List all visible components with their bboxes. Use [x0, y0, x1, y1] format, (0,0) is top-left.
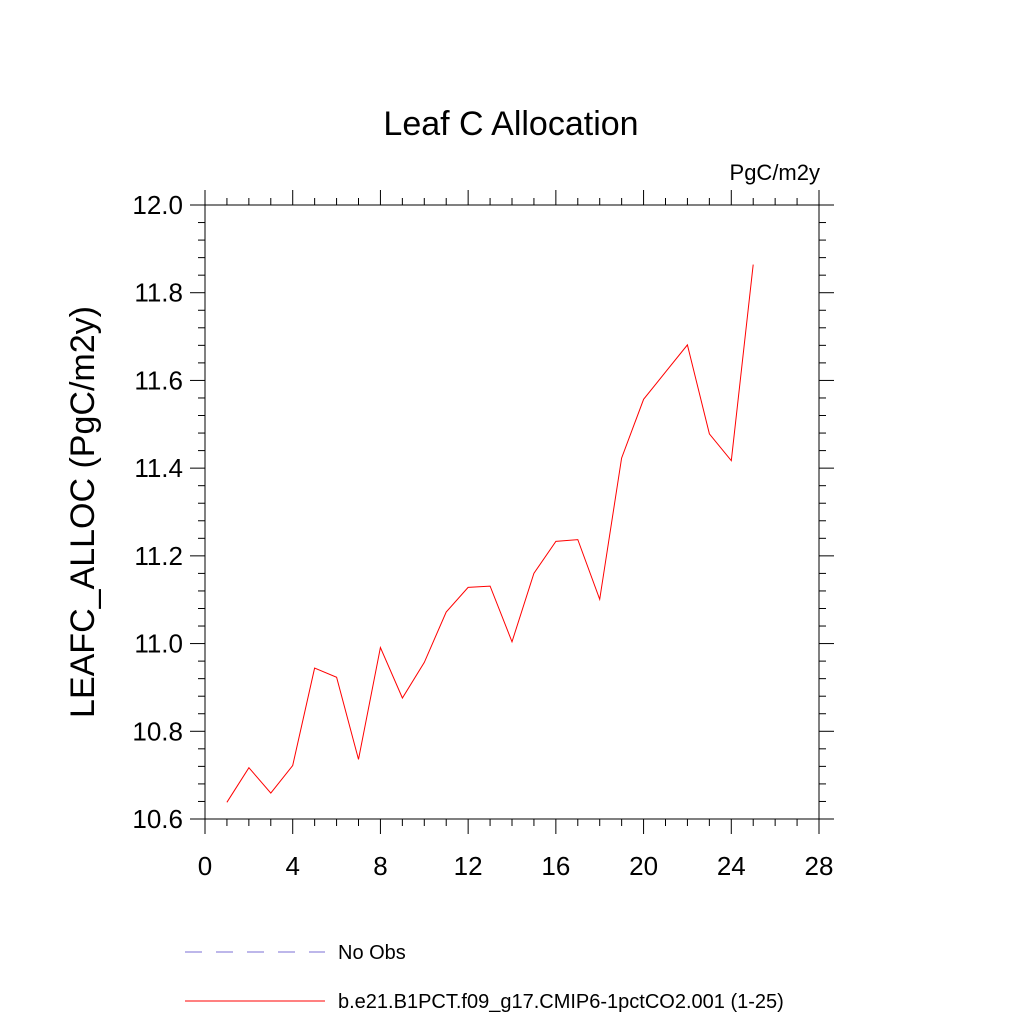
- x-tick-labels: 0 4 8 12 16 20 24 28: [198, 851, 834, 881]
- chart-title: Leaf C Allocation: [383, 105, 638, 143]
- legend: No Obs b.e21.B1PCT.f09_g17.CMIP6-1pctCO2…: [185, 942, 784, 1013]
- y-tick-label: 11.2: [134, 541, 183, 571]
- plot-area: 0 4 8 12 16 20 24 28 10.6 10.8 11.0 11.2 11.4 11.6 11…: [132, 190, 834, 881]
- x-tick-label: 24: [717, 851, 746, 881]
- y-axis-label: LEAFC_ALLOC (PgC/m2y): [64, 306, 102, 718]
- y-tick-label: 10.6: [132, 804, 183, 834]
- x-tick-label: 0: [198, 851, 212, 881]
- legend-label-no-obs: No Obs: [338, 942, 406, 964]
- x-tick-label: 20: [629, 851, 658, 881]
- y-tick-label: 11.0: [134, 629, 183, 659]
- plot-frame: [204, 204, 820, 820]
- x-tick-label: 4: [285, 851, 299, 881]
- x-tick-label: 12: [454, 851, 483, 881]
- y-tick-label: 11.6: [134, 365, 183, 395]
- units-label: PgC/m2y: [730, 160, 820, 185]
- x-tick-label: 8: [373, 851, 387, 881]
- y-tick-label: 11.4: [134, 453, 183, 483]
- y-tick-labels: 10.6 10.8 11.0 11.2 11.4 11.6 11.8 12.0: [132, 190, 183, 834]
- series-group: [226, 264, 754, 803]
- series-line: [226, 264, 754, 803]
- y-tick-label: 10.8: [132, 716, 183, 746]
- x-tick-label: 16: [541, 851, 570, 881]
- legend-label-series: b.e21.B1PCT.f09_g17.CMIP6-1pctCO2.001 (1…: [338, 991, 784, 1013]
- axis-ticks: [190, 190, 834, 834]
- y-tick-label: 12.0: [132, 190, 183, 220]
- x-tick-label: 28: [805, 851, 834, 881]
- y-tick-label: 11.8: [134, 278, 183, 308]
